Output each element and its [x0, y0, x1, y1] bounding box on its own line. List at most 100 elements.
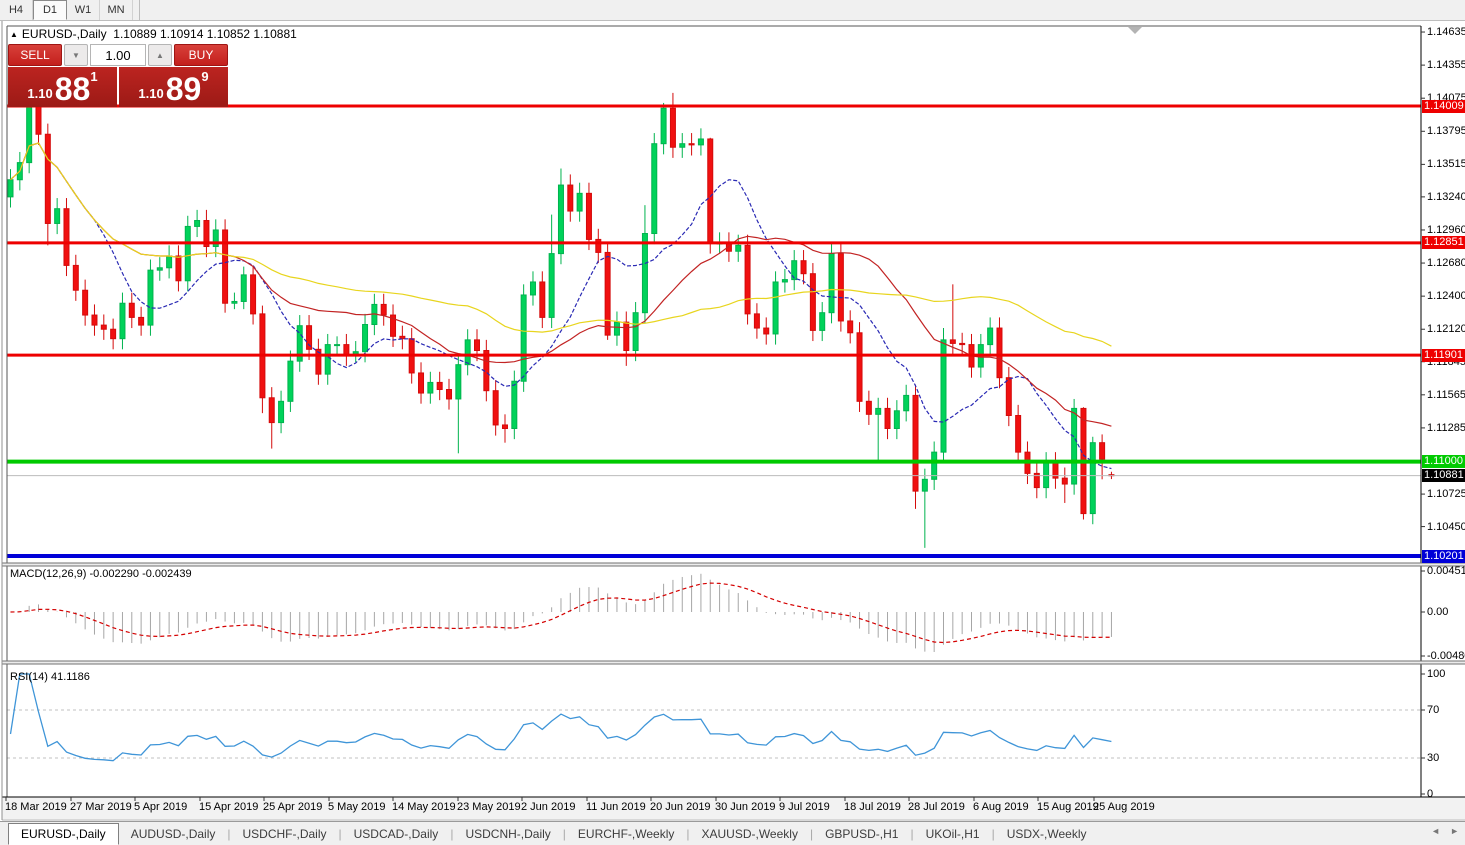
expand-triangle-icon[interactable]: ▲ [10, 30, 18, 39]
rsi-axis-label: 30 [1427, 752, 1440, 764]
tab-separator: | [809, 827, 814, 841]
symbol-period-label: EURUSD-,Daily [21, 27, 107, 41]
sell-price-big: 88 [54, 71, 91, 107]
candles-layer [7, 82, 1115, 548]
volume-increase-button[interactable]: ▲ [148, 44, 172, 66]
price-axis-tick-label: 1.12120 [1427, 323, 1465, 336]
date-axis-label: 5 Apr 2019 [134, 801, 188, 813]
price-axis-tick-label: 1.13240 [1427, 190, 1465, 203]
chart-tab-usdx-weekly[interactable]: USDX-,Weekly [1006, 827, 1087, 841]
chart-tab-xauusd-weekly[interactable]: XAUUSD-,Weekly [701, 827, 798, 841]
volume-decrease-button[interactable]: ▼ [64, 44, 88, 66]
timeframe-toolbar: H4 D1 W1 MN [0, 0, 1465, 21]
date-axis-label: 18 Jul 2019 [844, 801, 901, 813]
spin-down-icon: ▼ [72, 50, 80, 60]
date-axis-label: 23 May 2019 [457, 801, 521, 813]
one-click-trade-widget: SELL ▼ ▲ BUY 1.10 88 1 1.10 89 9 [8, 44, 228, 107]
macd-axis-label: -0.004806 [1427, 650, 1465, 662]
rsi-indicator-label: RSI(14) 41.1186 [10, 671, 90, 683]
chart-tab-eurchf-weekly[interactable]: EURCHF-,Weekly [577, 827, 675, 841]
chart-tab-usdcad-daily[interactable]: USDCAD-,Daily [353, 827, 439, 841]
price-level-badge: 1.11901 [1422, 348, 1465, 362]
rsi-axis-label: 100 [1427, 668, 1446, 680]
price-level-badge: 1.11000 [1422, 455, 1465, 469]
date-axis-label: 14 May 2019 [392, 801, 456, 813]
tab-separator: | [227, 827, 231, 841]
tab-scroll-left-icon[interactable]: ◄ [1431, 826, 1441, 836]
price-axis-tick-label: 1.11285 [1427, 421, 1465, 434]
timeframe-w1-button[interactable]: W1 [67, 0, 100, 20]
timeframe-d1-button[interactable]: D1 [33, 0, 67, 20]
buy-price-big: 89 [165, 71, 202, 107]
chart-tab-eurusd-daily[interactable]: EURUSD-,Daily [8, 823, 119, 845]
price-axis-tick-label: 1.13515 [1427, 158, 1465, 171]
chart-tab-usdcnh-daily[interactable]: USDCNH-,Daily [465, 827, 551, 841]
macd-layer [10, 573, 1112, 653]
tab-separator: | [910, 827, 914, 841]
rsi-axis-label: 70 [1427, 704, 1440, 716]
chart-title: ▲ EURUSD-,Daily 1.10889 1.10914 1.10852 1… [10, 27, 297, 41]
ohlc-values: 1.10889 1.10914 1.10852 1.10881 [113, 27, 297, 41]
price-axis-tick-label: 1.13795 [1427, 125, 1465, 138]
buy-price-prefix: 1.10 [138, 86, 164, 101]
price-axis-tick-label: 1.12680 [1427, 257, 1465, 270]
sell-price-prefix: 1.10 [27, 86, 53, 101]
macd-axis-label: 0.004517 [1427, 565, 1465, 577]
date-axis-label: 9 Jul 2019 [779, 801, 830, 813]
price-axis-tick-label: 1.11565 [1427, 388, 1465, 401]
volume-input[interactable] [90, 44, 146, 66]
date-axis-label: 5 May 2019 [328, 801, 386, 813]
tab-scroll-controls: ◄ ► [1431, 826, 1459, 836]
tab-scroll-right-icon[interactable]: ► [1450, 826, 1459, 836]
price-level-badge: 1.10881 [1422, 469, 1465, 483]
date-axis-label: 30 Jun 2019 [715, 801, 776, 813]
price-axis-tick-label: 1.10725 [1427, 488, 1465, 501]
spin-up-icon: ▲ [156, 50, 164, 60]
sell-price-panel[interactable]: 1.10 88 1 [8, 67, 117, 107]
price-axis-tick-label: 1.14355 [1427, 59, 1465, 72]
tab-separator: | [991, 827, 995, 841]
price-axis-tick-label: 1.12400 [1427, 290, 1465, 303]
chart-tab-audusd-daily[interactable]: AUDUSD-,Daily [130, 827, 216, 841]
rsi-axis-label: 0 [1427, 788, 1434, 800]
chart-tab-usdchf-daily[interactable]: USDCHF-,Daily [242, 827, 327, 841]
chart-tab-gbpusd-h1[interactable]: GBPUSD-,H1 [825, 827, 899, 841]
tab-separator: | [450, 827, 454, 841]
price-axis-tick-label: 1.14635 [1427, 26, 1465, 39]
date-axis-label: 28 Jul 2019 [908, 801, 965, 813]
macd-axis-label: 0.00 [1427, 606, 1449, 618]
buy-price-panel[interactable]: 1.10 89 9 [119, 67, 228, 107]
sell-price-sup: 1 [90, 69, 98, 84]
chart-tab-bar: EURUSD-,Daily AUDUSD-,Daily | USDCHF-,Daily… [0, 821, 1465, 845]
chart-tab-ukoil-h1[interactable]: UKOil-,H1 [925, 827, 980, 841]
price-level-badge: 1.14009 [1422, 99, 1465, 113]
tab-separator: | [686, 827, 690, 841]
price-axis-tick-label: 1.12960 [1427, 223, 1465, 236]
buy-price-sup: 9 [201, 69, 209, 84]
chart-window: ▲ EURUSD-,Daily 1.10889 1.10914 1.10852 1… [0, 21, 1465, 845]
timeframe-mn-button[interactable]: MN [100, 0, 133, 20]
date-axis-label: 25 Apr 2019 [263, 801, 323, 813]
tab-separator: | [562, 827, 566, 841]
sell-button[interactable]: SELL [8, 44, 62, 66]
toolbar-separator [139, 0, 140, 20]
date-axis-label: 11 Jun 2019 [586, 801, 646, 813]
price-level-badge: 1.10201 [1422, 549, 1465, 563]
date-axis-label: 15 Aug 2019 [1037, 801, 1099, 813]
rsi-layer [7, 673, 1421, 762]
buy-button[interactable]: BUY [174, 44, 228, 66]
date-axis-label: 2 Jun 2019 [521, 801, 576, 813]
price-level-badge: 1.12851 [1422, 236, 1465, 250]
tab-separator: | [338, 827, 342, 841]
date-axis-label: 20 Jun 2019 [650, 801, 711, 813]
date-axis-label: 18 Mar 2019 [5, 801, 67, 813]
date-axis-label: 27 Mar 2019 [70, 801, 132, 813]
price-axis-tick-label: 1.10450 [1427, 520, 1465, 533]
chart-shift-marker-icon [1128, 27, 1142, 34]
date-axis-label: 15 Apr 2019 [199, 801, 259, 813]
date-axis-label: 25 Aug 2019 [1093, 801, 1155, 813]
date-axis-label: 6 Aug 2019 [973, 801, 1029, 813]
chart-canvas[interactable] [0, 21, 1465, 845]
timeframe-h4-button[interactable]: H4 [0, 0, 33, 20]
